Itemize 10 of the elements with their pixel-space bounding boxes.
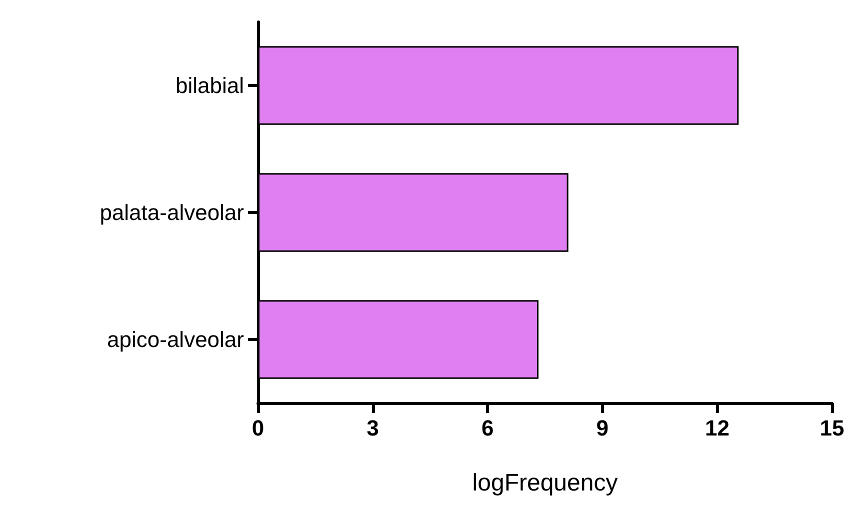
y-tick-label: palata-alveolar — [100, 200, 244, 225]
x-axis-title: logFrequency — [472, 470, 618, 496]
x-tick-label: 3 — [366, 416, 379, 440]
x-tick-label: 15 — [820, 416, 844, 440]
x-tick-label: 0 — [252, 416, 264, 440]
y-tick-label: bilabial — [176, 73, 244, 98]
x-tick-label: 9 — [596, 416, 609, 440]
y-tick-label: apico-alveolar — [107, 327, 244, 352]
x-tick-label: 12 — [704, 416, 730, 440]
x-tick-label: 6 — [481, 416, 494, 440]
